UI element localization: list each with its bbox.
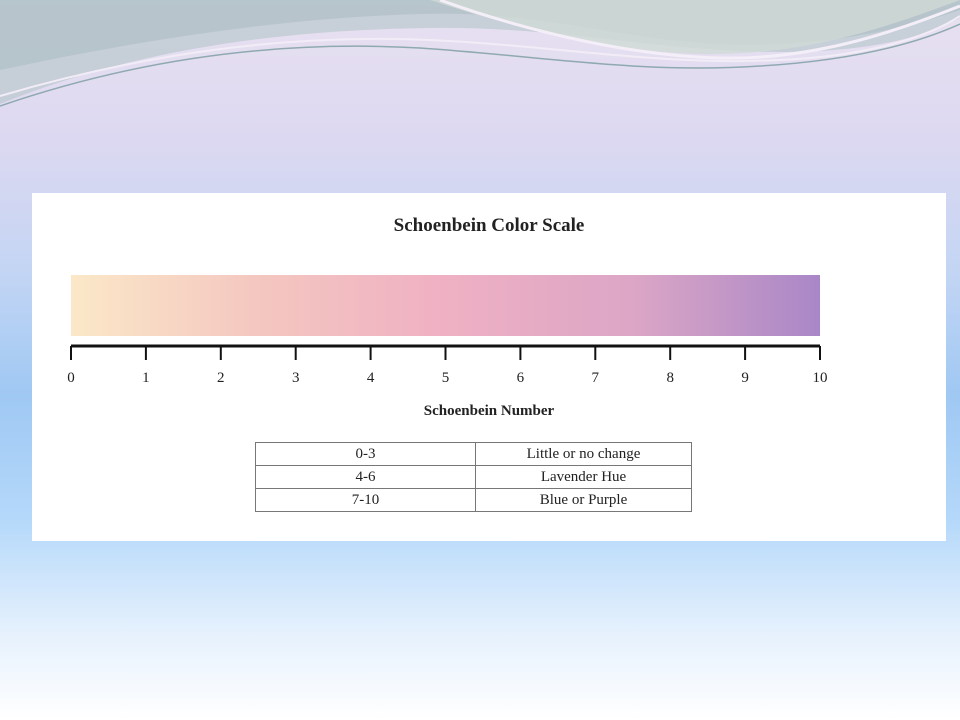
chart-title: Schoenbein Color Scale: [393, 215, 585, 236]
schoenbein-axis: 0 1 2 3 4 5 6 7 8 9 10: [67, 344, 828, 386]
range-cell: 7-10: [255, 488, 476, 512]
tick-label: 8: [666, 370, 674, 386]
range-cell: 4-6: [255, 465, 476, 489]
table-row: 7-10 Blue or Purple: [255, 488, 692, 512]
tick-label: 7: [592, 370, 600, 386]
tick-label: 9: [741, 370, 749, 386]
tick-label: 5: [442, 370, 450, 386]
table-row: 4-6 Lavender Hue: [255, 465, 692, 489]
tick-label: 2: [217, 370, 225, 386]
tick-label: 0: [67, 370, 75, 386]
description-cell: Lavender Hue: [475, 465, 692, 489]
tick-label: 3: [292, 370, 300, 386]
description-cell: Little or no change: [475, 442, 692, 466]
tick-label: 6: [517, 370, 525, 386]
range-cell: 0-3: [255, 442, 476, 466]
color-gradient-bar: [71, 275, 820, 336]
description-cell: Blue or Purple: [475, 488, 692, 512]
tick-label: 4: [367, 370, 375, 386]
decorative-wave-header: [0, 0, 960, 107]
axis-label: Schoenbein Number: [423, 403, 555, 419]
color-scale-card: Schoenbein Color Scale 0 1 2 3 4 5 6 7 8 9 10 Scho…: [32, 193, 946, 541]
legend-table: 0-3 Little or no change 4-6 Lavender Hue 7-1…: [255, 442, 692, 512]
tick-label: 1: [142, 370, 150, 386]
tick-label: 10: [813, 370, 828, 386]
table-row: 0-3 Little or no change: [255, 442, 692, 466]
